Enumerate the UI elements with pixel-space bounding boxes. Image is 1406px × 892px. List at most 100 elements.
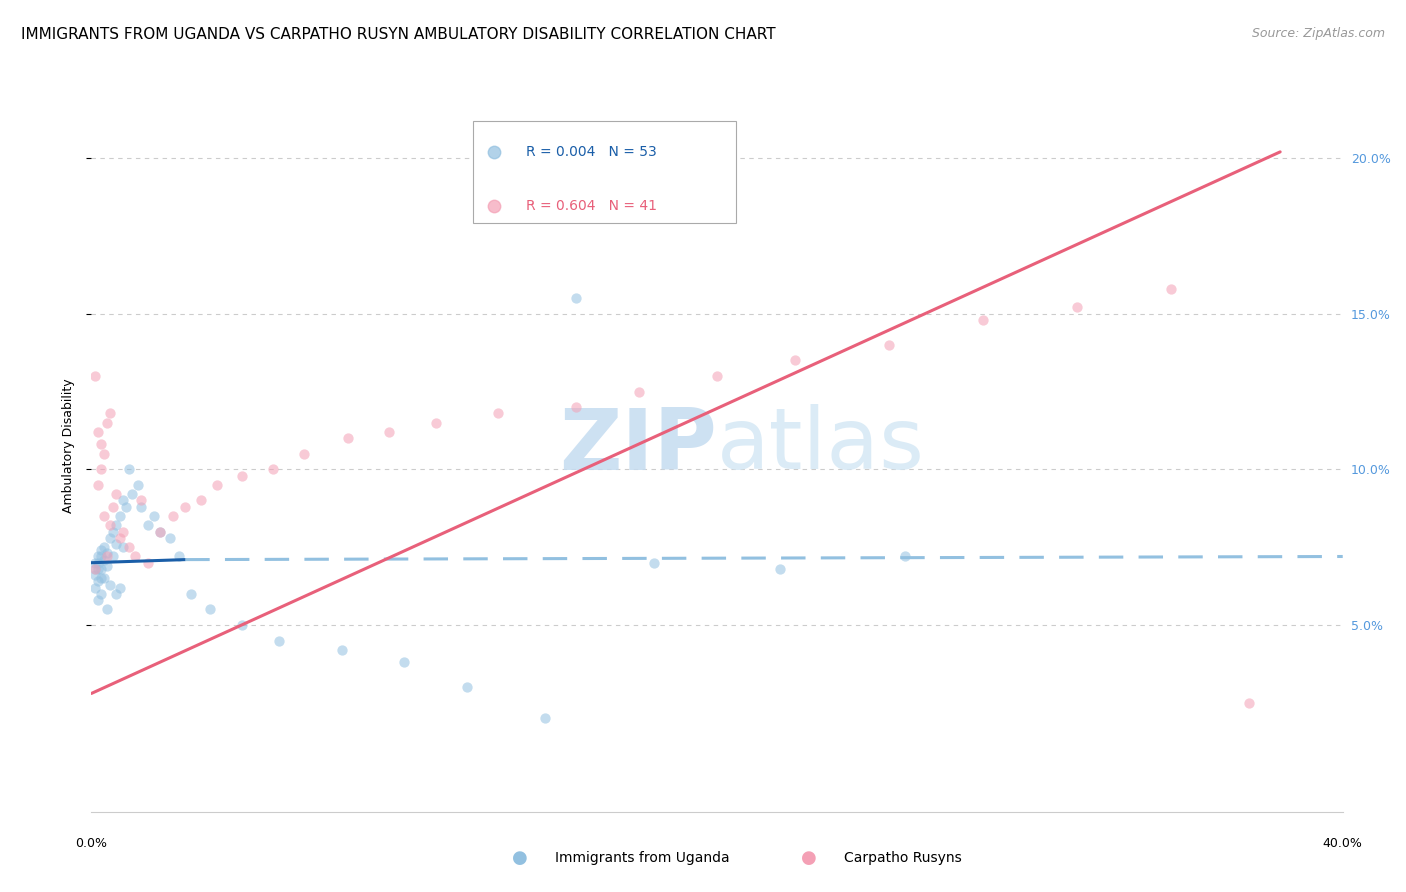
Point: [90, 571, 112, 585]
Point: [565, 291, 588, 305]
Point: [83, 368, 105, 383]
Point: [96, 558, 118, 573]
Point: [149, 524, 172, 539]
Point: [127, 478, 149, 492]
Point: [90, 562, 112, 576]
Point: [159, 531, 181, 545]
Point: [877, 338, 900, 352]
Point: [83, 581, 105, 595]
Point: [768, 562, 790, 576]
Point: [90, 437, 112, 451]
Point: [972, 313, 994, 327]
Text: Immigrants from Uganda: Immigrants from Uganda: [555, 851, 730, 865]
Point: [105, 537, 128, 551]
Point: [392, 656, 416, 670]
Point: [96, 602, 118, 616]
Point: [111, 524, 134, 539]
Point: [93, 571, 115, 585]
Point: [180, 587, 202, 601]
Point: [231, 468, 253, 483]
Point: [174, 500, 197, 514]
Point: [93, 447, 115, 461]
Point: [114, 500, 136, 514]
Point: [136, 518, 159, 533]
Point: [200, 602, 222, 616]
Point: [111, 493, 134, 508]
Point: [105, 587, 128, 601]
Point: [785, 353, 807, 368]
Point: [643, 556, 665, 570]
Point: [93, 540, 115, 554]
Point: [124, 549, 146, 564]
Point: [118, 540, 141, 554]
Point: [267, 633, 290, 648]
Point: [143, 509, 166, 524]
Point: [486, 406, 509, 420]
Point: [1237, 696, 1260, 710]
Point: [336, 431, 359, 445]
Point: [894, 549, 917, 564]
Point: [86, 549, 108, 564]
Point: [103, 549, 125, 564]
Point: [93, 509, 115, 524]
Point: [83, 562, 105, 576]
Point: [83, 568, 105, 582]
Text: 0.0%: 0.0%: [76, 837, 107, 849]
Point: [292, 447, 315, 461]
Point: [118, 462, 141, 476]
Point: [86, 562, 108, 576]
Point: [190, 493, 212, 508]
Text: 40.0%: 40.0%: [1323, 837, 1362, 849]
Point: [149, 524, 172, 539]
Text: IMMIGRANTS FROM UGANDA VS CARPATHO RUSYN AMBULATORY DISABILITY CORRELATION CHART: IMMIGRANTS FROM UGANDA VS CARPATHO RUSYN…: [21, 27, 776, 42]
Point: [131, 493, 153, 508]
Text: atlas: atlas: [717, 404, 925, 488]
Point: [90, 462, 112, 476]
Point: [377, 425, 399, 439]
Point: [96, 549, 118, 564]
Text: ●: ●: [800, 849, 817, 867]
Text: Carpatho Rusyns: Carpatho Rusyns: [844, 851, 962, 865]
Point: [90, 549, 112, 564]
Point: [231, 618, 253, 632]
Point: [86, 574, 108, 589]
Point: [98, 577, 121, 591]
Point: [108, 581, 131, 595]
Point: [90, 543, 112, 558]
Point: [108, 531, 131, 545]
Point: [108, 509, 131, 524]
Point: [565, 400, 588, 414]
Point: [131, 500, 153, 514]
Point: [86, 593, 108, 607]
Text: Source: ZipAtlas.com: Source: ZipAtlas.com: [1251, 27, 1385, 40]
Point: [627, 384, 650, 399]
Point: [86, 556, 108, 570]
Point: [1160, 282, 1182, 296]
Text: R = 0.604   N = 41: R = 0.604 N = 41: [526, 199, 657, 213]
Point: [83, 556, 105, 570]
Point: [93, 552, 115, 566]
FancyBboxPatch shape: [472, 120, 735, 223]
Point: [136, 556, 159, 570]
Point: [534, 711, 557, 725]
Point: [121, 487, 143, 501]
Point: [105, 518, 128, 533]
Point: [706, 368, 728, 383]
Point: [103, 500, 125, 514]
Point: [90, 587, 112, 601]
Point: [162, 509, 184, 524]
Text: ●: ●: [512, 849, 529, 867]
Y-axis label: Ambulatory Disability: Ambulatory Disability: [62, 379, 76, 513]
Point: [167, 549, 190, 564]
Point: [83, 562, 105, 576]
Point: [262, 462, 284, 476]
Point: [86, 425, 108, 439]
Point: [98, 531, 121, 545]
Point: [330, 643, 353, 657]
Text: ZIP: ZIP: [560, 404, 717, 488]
Point: [96, 416, 118, 430]
Point: [98, 518, 121, 533]
Point: [96, 546, 118, 560]
Point: [98, 406, 121, 420]
Point: [456, 680, 478, 694]
